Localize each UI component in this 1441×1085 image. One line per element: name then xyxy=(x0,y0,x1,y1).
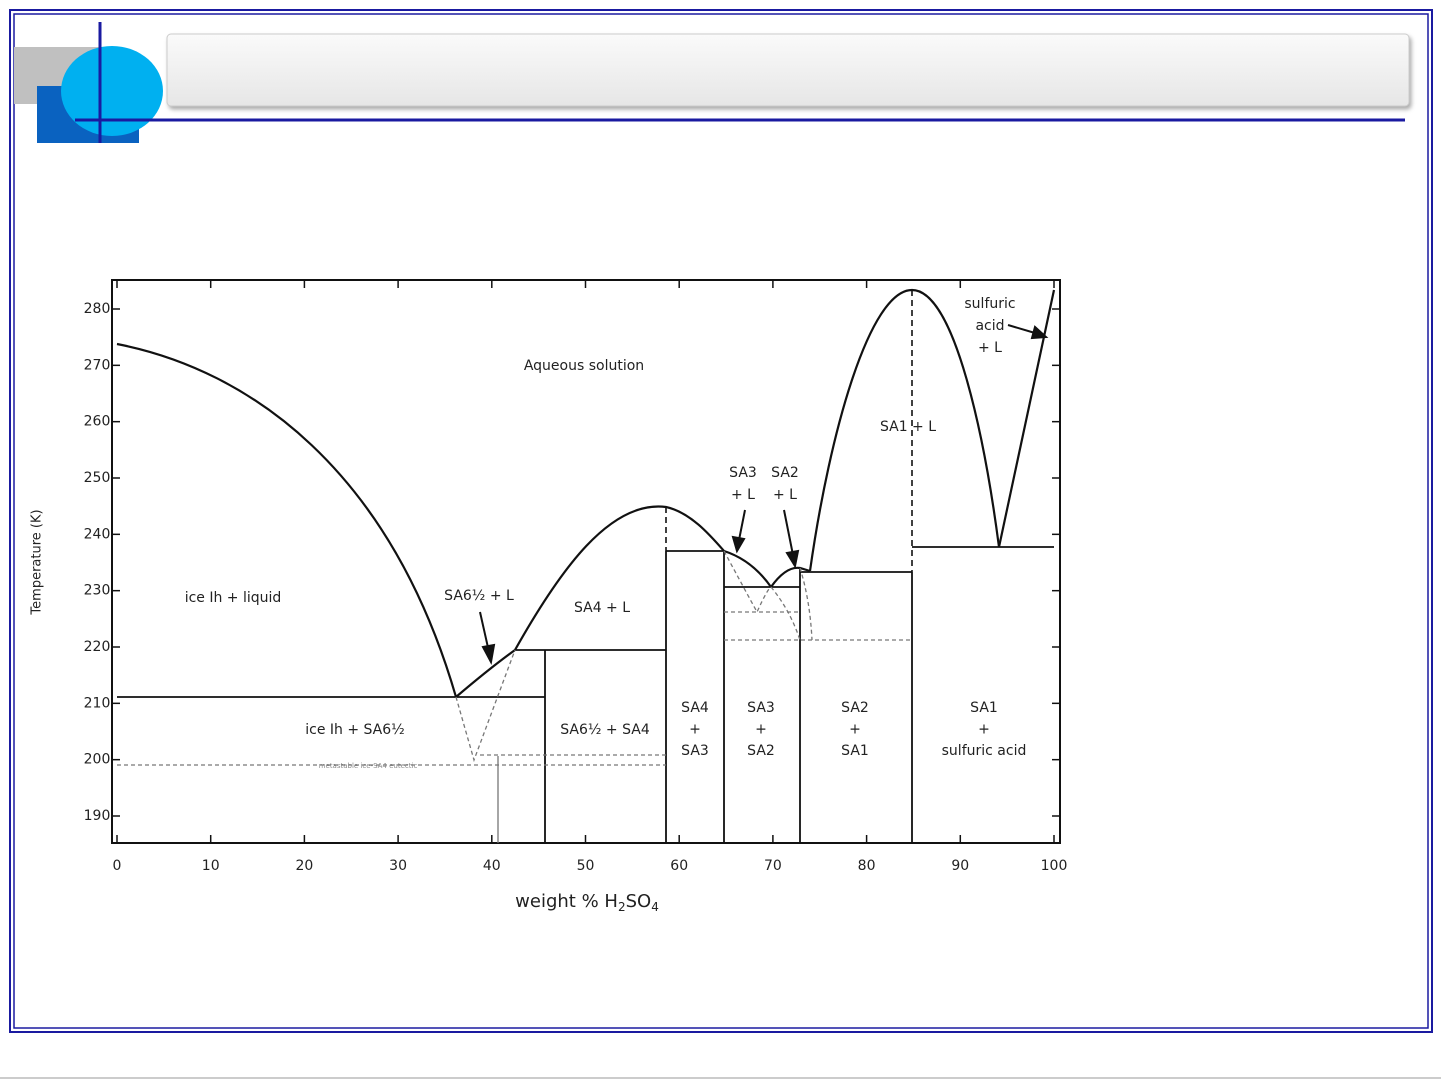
sa3-liquidus xyxy=(723,549,772,588)
frame-inner xyxy=(13,13,1429,1029)
label-part: 4 xyxy=(651,900,659,914)
y-axis-label: Temperature (K) xyxy=(30,509,45,615)
region-label: sulfuric acid xyxy=(942,743,1027,759)
region-label: acid xyxy=(975,318,1004,334)
arrows xyxy=(479,324,1049,666)
region-label: SA1 + L xyxy=(880,419,936,435)
acid-liquidus xyxy=(997,289,1056,548)
region-label: SA4 xyxy=(681,700,709,716)
region-label: ice Ih + SA6½ xyxy=(305,722,404,738)
y-tick-label: 210 xyxy=(84,695,111,711)
metastable-lines xyxy=(117,550,912,766)
x-tick-label: 20 xyxy=(295,858,313,874)
x-tick-label: 40 xyxy=(483,858,501,874)
x-tick-label: 90 xyxy=(951,858,969,874)
label-part: 2 xyxy=(618,900,626,914)
logo-circle xyxy=(61,46,163,136)
region-label: SA2 xyxy=(841,700,869,716)
region-label: SA3 xyxy=(729,465,757,481)
region-label: + L xyxy=(978,340,1002,356)
region-label: + L xyxy=(773,487,797,503)
y-tick-label: 190 xyxy=(84,808,111,824)
y-tick-label: 220 xyxy=(84,639,111,655)
region-label: SA2 xyxy=(747,743,775,759)
x-tick-label: 70 xyxy=(764,858,782,874)
x-tick-label: 80 xyxy=(858,858,876,874)
sa4-liquidus xyxy=(514,505,725,651)
x-tick-label: 30 xyxy=(389,858,407,874)
region-label: SA4 + L xyxy=(574,600,630,616)
header-box xyxy=(166,33,1410,107)
region-label: + xyxy=(689,722,701,738)
x-tick-label: 50 xyxy=(577,858,595,874)
region-label: ice Ih + liquid xyxy=(185,590,282,606)
region-label: + xyxy=(978,722,990,738)
region-label: SA1 xyxy=(970,700,998,716)
frame-outer xyxy=(9,9,1433,1033)
sa65-liquidus xyxy=(455,649,516,698)
y-tick-label: 280 xyxy=(84,301,111,317)
x-tick-label: 0 xyxy=(113,858,122,874)
sa2-liquidus xyxy=(770,566,811,588)
region-label: Aqueous solution xyxy=(524,358,644,374)
y-tick-label: 200 xyxy=(84,752,111,768)
region-label: + xyxy=(849,722,861,738)
congruent-lines xyxy=(665,290,913,572)
y-tick-label: 260 xyxy=(84,414,111,430)
eutectic-lines xyxy=(117,546,1054,843)
phase-diagram: Temperature (K) weight % H2SO4 0 10 20 30 40… xyxy=(30,279,1068,914)
y-tick-label: 240 xyxy=(84,526,111,542)
region-label: SA3 xyxy=(681,743,709,759)
x-tick-label: 10 xyxy=(202,858,220,874)
x-tick-label: 100 xyxy=(1041,858,1068,874)
x-axis-label: weight % H2SO4 xyxy=(515,891,659,914)
region-label: sulfuric xyxy=(964,296,1015,312)
region-label: SA3 xyxy=(747,700,775,716)
region-label: metastable ice-SA4 eutectic xyxy=(319,762,418,770)
region-label: SA6½ + SA4 xyxy=(560,722,650,738)
x-tick-label: 60 xyxy=(670,858,688,874)
region-label: SA2 xyxy=(771,465,799,481)
region-label: + xyxy=(755,722,767,738)
y-tick-label: 270 xyxy=(84,357,111,373)
y-tick-label: 250 xyxy=(84,470,111,486)
region-label: SA6½ + L xyxy=(444,588,514,604)
label-part: weight % H xyxy=(515,891,618,912)
region-label: SA1 xyxy=(841,743,869,759)
region-label: + L xyxy=(731,487,755,503)
label-part: SO xyxy=(626,891,652,912)
y-tick-label: 230 xyxy=(84,583,111,599)
ice-liquidus xyxy=(116,342,458,698)
